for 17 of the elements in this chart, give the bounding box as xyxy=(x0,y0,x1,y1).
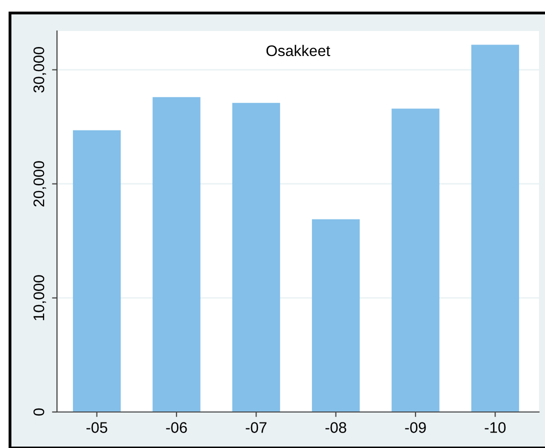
x-tick-label: -10 xyxy=(484,422,506,433)
bar xyxy=(392,108,440,412)
y-tick-label: 30,000 xyxy=(33,47,46,93)
bar xyxy=(232,102,280,412)
bar xyxy=(471,44,520,412)
x-tick-label: -06 xyxy=(166,422,187,433)
x-tick-label: -07 xyxy=(246,422,266,433)
x-tick-label: -09 xyxy=(405,422,426,433)
x-tick-label: -05 xyxy=(86,422,108,433)
text: Osakkeet xyxy=(266,44,330,56)
y-tick-label: 10,000 xyxy=(33,275,46,320)
bar xyxy=(152,97,200,412)
bar xyxy=(312,219,360,412)
bar xyxy=(72,130,121,412)
y-tick-label: 20,000 xyxy=(33,161,46,206)
x-tick-label: -08 xyxy=(325,422,346,433)
y-tick-label: 0 xyxy=(33,408,44,416)
